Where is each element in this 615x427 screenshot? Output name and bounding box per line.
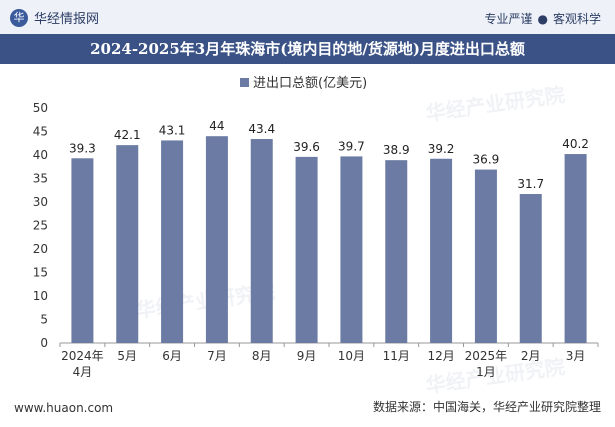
data-label: 38.9 [383, 143, 410, 157]
x-tick-label: 2024年 [61, 349, 104, 363]
bar [205, 136, 228, 343]
chart-title: 2024-2025年3月年珠海市(境内目的地/货源地)月度进出口总额 [0, 34, 615, 64]
data-label: 39.7 [338, 139, 365, 153]
y-tick-label: 35 [33, 172, 48, 186]
y-tick-label: 40 [33, 148, 48, 162]
bar [295, 156, 318, 343]
bullet-icon: ● [537, 12, 548, 26]
y-tick-label: 5 [40, 313, 48, 327]
x-tick-label: 6月 [162, 349, 182, 363]
bar [519, 194, 542, 343]
data-label: 42.1 [114, 128, 141, 142]
x-tick-label: 2月 [521, 349, 541, 363]
y-tick-label: 20 [33, 242, 48, 256]
bar [250, 139, 273, 343]
y-tick-label: 50 [33, 101, 48, 115]
bar-chart: 进出口总额(亿美元) 0 5 10 15 20 25 30 35 40 45 50 39.3 2024年 4… [33, 76, 599, 379]
x-tick-label: 1月 [476, 365, 496, 379]
y-tick-label: 10 [33, 289, 48, 303]
x-tick-label: 4月 [73, 365, 93, 379]
data-label: 31.7 [517, 177, 544, 191]
data-label: 39.2 [428, 142, 455, 156]
y-tick-label: 45 [33, 125, 48, 139]
x-tick-label: 10月 [338, 349, 365, 363]
bar [161, 140, 184, 343]
data-label: 36.9 [473, 153, 500, 167]
data-label: 43.4 [248, 122, 275, 136]
data-label: 44 [209, 119, 224, 133]
y-tick-label: 30 [33, 195, 48, 209]
x-tick-label: 3月 [566, 349, 586, 363]
brand: 华 华经情报网 [10, 8, 99, 27]
tagline-left: 专业严谨 [484, 12, 533, 26]
top-bar: 华 华经情报网 专业严谨 ● 客观科学 [0, 0, 615, 34]
x-tick-label: 7月 [207, 349, 227, 363]
bar [116, 145, 139, 343]
data-label: 39.3 [69, 141, 96, 155]
x-tick-label: 5月 [117, 349, 137, 363]
x-tick-label: 2025年 [465, 349, 508, 363]
data-label: 43.1 [159, 123, 186, 137]
x-tick-label: 8月 [252, 349, 272, 363]
website-link[interactable]: www.huaon.com [14, 401, 114, 415]
tagline: 专业严谨 ● 客观科学 [484, 10, 601, 27]
data-label: 39.6 [293, 140, 320, 154]
legend-swatch [240, 78, 249, 87]
tagline-right: 客观科学 [552, 12, 601, 26]
bar [430, 158, 453, 343]
legend-label: 进出口总额(亿美元) [253, 76, 367, 91]
logo-icon: 华 [10, 8, 28, 27]
data-label: 40.2 [562, 137, 589, 151]
x-tick-label: 11月 [383, 349, 410, 363]
data-source: 数据来源：中国海关，华经产业研究院整理 [372, 400, 601, 414]
y-tick-label: 15 [33, 266, 48, 280]
brand-name: 华经情报网 [34, 12, 100, 27]
bar [340, 156, 363, 343]
bar [385, 160, 408, 343]
x-tick-label: 9月 [297, 349, 317, 363]
bar [474, 169, 497, 343]
bar [564, 154, 587, 343]
y-tick-label: 25 [33, 219, 48, 233]
bar [71, 158, 94, 343]
y-tick-label: 0 [40, 336, 48, 350]
x-tick-label: 12月 [427, 349, 454, 363]
